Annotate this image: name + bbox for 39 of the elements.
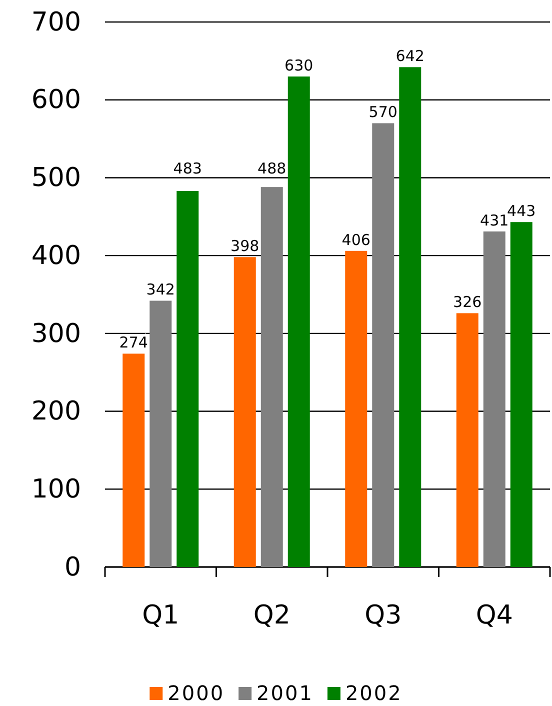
data-label: 488 xyxy=(258,160,286,178)
bar xyxy=(150,300,172,567)
data-label: 406 xyxy=(342,230,370,249)
bar xyxy=(483,231,506,567)
data-label: 483 xyxy=(173,160,202,178)
data-label: 274 xyxy=(119,334,148,352)
legend-label: 2002 xyxy=(345,681,402,705)
y-tick-label: 700 xyxy=(31,7,81,38)
data-label: 443 xyxy=(507,202,536,220)
legend-label: 2000 xyxy=(168,681,225,705)
data-label: 398 xyxy=(230,237,260,256)
y-tick-label: 600 xyxy=(31,85,81,116)
x-tick-label: Q1 xyxy=(142,600,180,630)
bar xyxy=(456,313,478,567)
y-tick-label: 100 xyxy=(31,474,81,504)
bar xyxy=(288,76,310,567)
x-tick-label: Q3 xyxy=(364,600,402,630)
y-tick-label: 300 xyxy=(31,318,81,349)
data-label: 342 xyxy=(146,280,175,299)
y-tick-label: 200 xyxy=(31,396,81,427)
data-label: 642 xyxy=(396,47,424,66)
x-tick-label: Q2 xyxy=(253,600,290,630)
bar xyxy=(372,123,394,567)
data-label: 431 xyxy=(480,211,509,230)
bar xyxy=(234,257,256,567)
data-label: 326 xyxy=(453,293,482,312)
y-tick-label: 400 xyxy=(31,240,81,271)
data-label: 570 xyxy=(368,103,398,122)
bar xyxy=(345,250,368,567)
bar xyxy=(510,222,532,567)
bar xyxy=(399,67,422,567)
bar xyxy=(122,354,145,567)
x-tick-label: Q4 xyxy=(476,600,513,630)
y-tick-label: 0 xyxy=(64,552,81,582)
y-tick-label: 500 xyxy=(31,163,81,194)
bar xyxy=(260,187,283,567)
legend-label: 2001 xyxy=(256,681,314,705)
bar xyxy=(176,190,199,567)
data-label: 630 xyxy=(284,56,314,74)
